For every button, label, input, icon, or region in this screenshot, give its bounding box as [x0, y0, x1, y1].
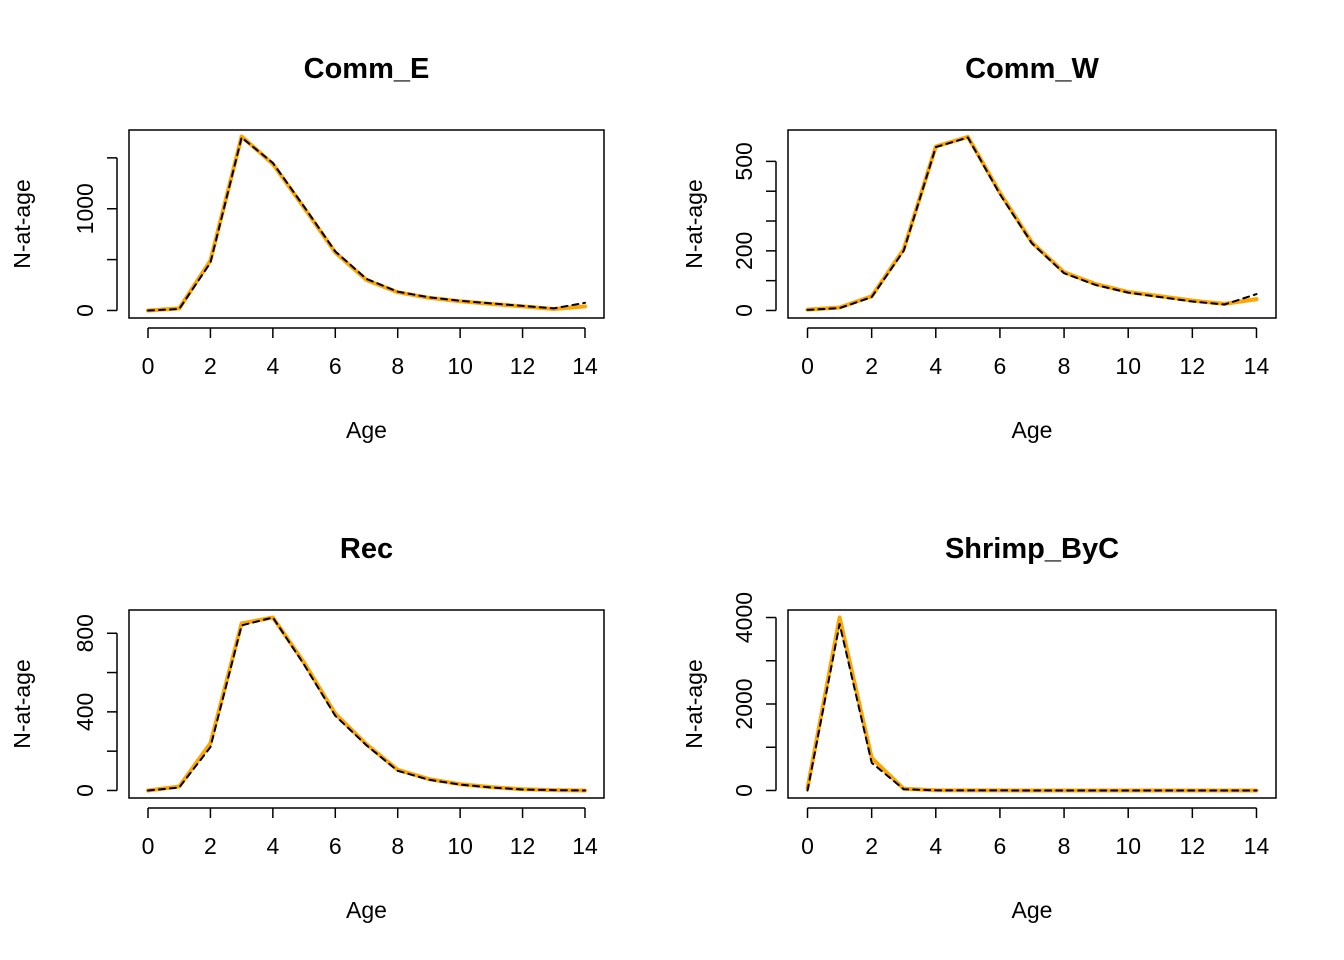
y-axis-label: N-at-age: [9, 659, 35, 748]
y-tick-label: 200: [731, 232, 757, 270]
chart-panel-4: Shrimp_ByC 0 2 4 6 8 10 12 14 Age 0 2000 4000 N-at-ag…: [681, 533, 1277, 923]
x-tick-label: 4: [929, 833, 942, 859]
x-tick-label: 0: [142, 833, 155, 859]
x-tick-label: 2: [865, 353, 878, 379]
x-tick-label: 14: [1244, 353, 1270, 379]
y-tick-label: 4000: [731, 592, 757, 643]
chart-panel-3: Rec 0 2 4 6 8 10 12 14 Age 0 400 800 N-at-age: [9, 533, 605, 923]
x-axis-label: Age: [1012, 417, 1053, 443]
x-tick-label: 14: [1244, 833, 1270, 859]
y-tick-label: 400: [72, 693, 98, 731]
x-tick-label: 14: [572, 833, 598, 859]
x-tick-label: 10: [447, 833, 473, 859]
x-tick-label: 2: [204, 833, 217, 859]
x-tick-label: 12: [510, 833, 536, 859]
x-tick-label: 6: [994, 833, 1007, 859]
x-tick-label: 6: [329, 353, 342, 379]
y-tick-label: 1000: [72, 183, 98, 234]
series-line-dashed-black: [147, 616, 586, 792]
x-tick-label: 4: [266, 353, 279, 379]
chart-panel-1: Comm_E 0 2 4 6 8 10 12 14 Age 0 1000 N-at-age: [9, 53, 605, 443]
x-tick-label: 12: [1180, 353, 1206, 379]
chart-title: Comm_E: [304, 53, 430, 85]
plot-frame: [787, 609, 1277, 799]
x-tick-label: 10: [1115, 833, 1141, 859]
series-line-solid-orange: [146, 615, 587, 793]
x-tick-label: 10: [447, 353, 473, 379]
y-axis-label: N-at-age: [681, 659, 707, 748]
series-line-dashed-black: [806, 136, 1258, 311]
x-tick-label: 8: [391, 833, 404, 859]
x-tick-label: 12: [510, 353, 536, 379]
x-tick-label: 0: [142, 353, 155, 379]
series-line-dashed-black: [147, 136, 586, 312]
x-tick-label: 8: [1058, 833, 1071, 859]
x-tick-label: 4: [929, 353, 942, 379]
x-tick-label: 8: [1058, 353, 1071, 379]
series-line-solid-orange: [805, 134, 1259, 312]
x-axis-label: Age: [1012, 897, 1053, 923]
chart-title: Rec: [340, 533, 393, 565]
plot-frame: [128, 129, 605, 319]
x-axis-label: Age: [346, 897, 387, 923]
x-tick-label: 0: [801, 833, 814, 859]
x-tick-label: 6: [329, 833, 342, 859]
x-tick-label: 12: [1180, 833, 1206, 859]
y-axis-label: N-at-age: [9, 179, 35, 268]
y-tick-label: 2000: [731, 678, 757, 729]
y-axis-label: N-at-age: [681, 179, 707, 268]
x-tick-label: 2: [865, 833, 878, 859]
x-tick-label: 10: [1115, 353, 1141, 379]
y-tick-label: 800: [72, 614, 98, 652]
x-tick-label: 6: [994, 353, 1007, 379]
y-tick-label: 500: [731, 142, 757, 180]
series-line-solid-orange: [146, 134, 587, 313]
series-line-solid-orange: [805, 615, 1259, 793]
y-tick-label: 0: [72, 304, 98, 317]
y-tick-label: 0: [731, 304, 757, 317]
plot-frame: [787, 129, 1277, 319]
x-tick-label: 14: [572, 353, 598, 379]
chart-panel-2: Comm_W 0 2 4 6 8 10 12 14 Age 0 200 500 N-at-age: [681, 53, 1277, 443]
y-tick-label: 0: [72, 784, 98, 797]
plot-frame: [128, 609, 605, 799]
y-tick-label: 0: [731, 784, 757, 797]
series-line-dashed-black: [806, 623, 1258, 792]
chart-title: Shrimp_ByC: [945, 533, 1119, 565]
chart-title: Comm_W: [965, 53, 1099, 85]
x-axis-label: Age: [346, 417, 387, 443]
x-tick-label: 8: [391, 353, 404, 379]
x-tick-label: 2: [204, 353, 217, 379]
x-tick-label: 4: [266, 833, 279, 859]
x-tick-label: 0: [801, 353, 814, 379]
